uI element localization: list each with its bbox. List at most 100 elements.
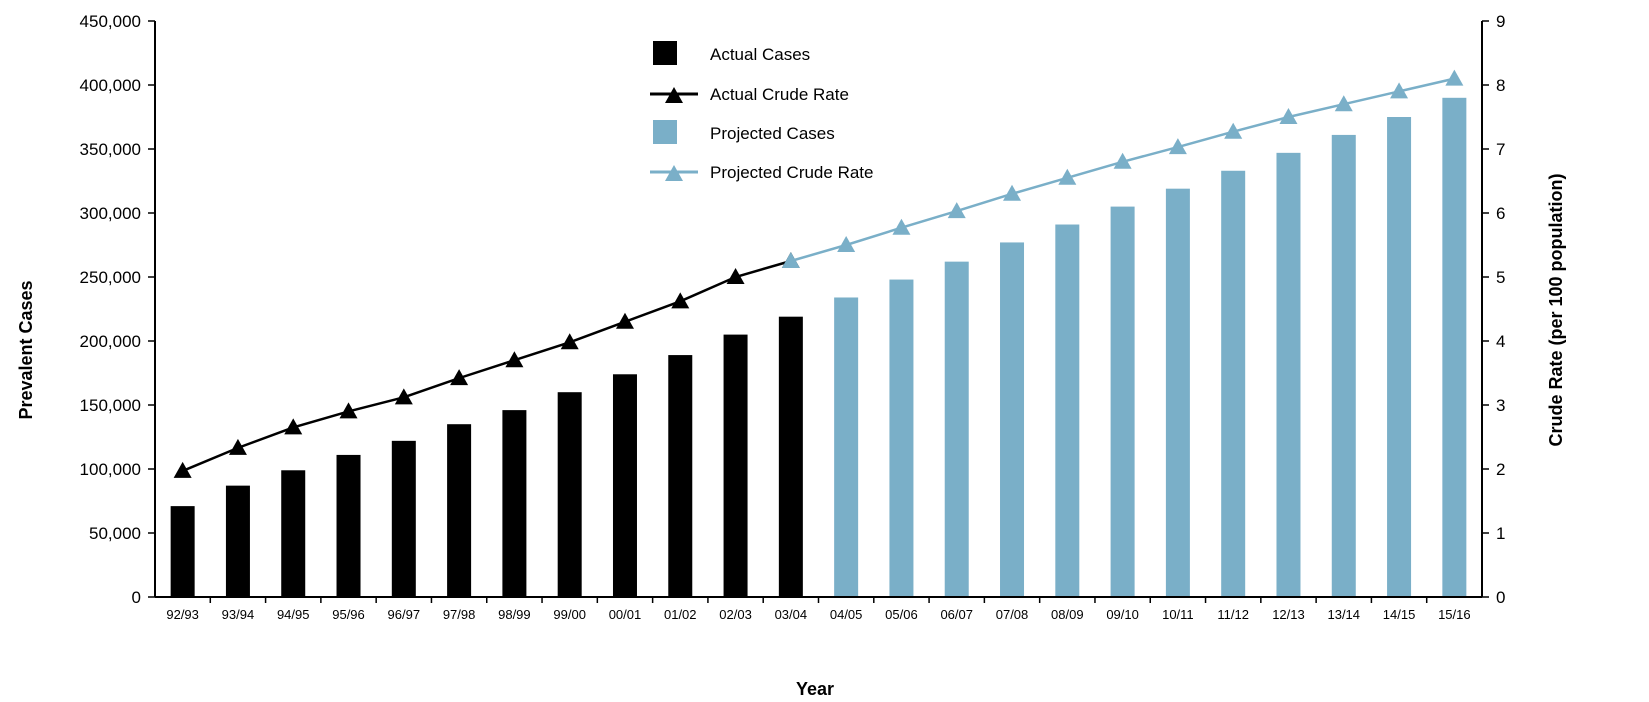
y-left-tick-label: 150,000 [80,396,141,415]
bars-layer [170,97,1467,598]
marker-projected-crude-rate-14-15 [1390,82,1409,99]
y-axis-right-title: Crude Rate (per 100 population) [1546,173,1566,446]
y-right-tick-label: 9 [1496,12,1505,31]
y-left-tick-label: 450,000 [80,12,141,31]
marker-actual-crude-rate-94-95 [284,418,303,435]
x-tick-label: 03/04 [775,607,808,622]
x-tick-label: 07/08 [996,607,1029,622]
marker-projected-crude-rate-09-10 [1113,152,1132,169]
x-tick-label: 92/93 [166,607,199,622]
bar-actual-cases-94-95 [281,470,306,597]
marker-actual-crude-rate-96-97 [394,388,413,405]
y-left-tick-label: 200,000 [80,332,141,351]
marker-projected-crude-rate-07-08 [1003,184,1022,201]
marker-projected-crude-rate-06-07 [947,202,966,219]
marker-projected-crude-rate-15-16 [1445,69,1464,86]
lines-layer [173,69,1464,478]
marker-actual-crude-rate-97-98 [450,369,469,386]
y-left-tick-label: 400,000 [80,76,141,95]
y-right-tick-label: 6 [1496,204,1505,223]
x-tick-label: 15/16 [1438,607,1471,622]
x-tick-label: 06/07 [940,607,973,622]
x-tick-label: 94/95 [277,607,310,622]
y-left-tick-label: 250,000 [80,268,141,287]
y-right-tick-label: 2 [1496,460,1505,479]
legend: Actual Cases Actual Crude Rate Projected… [650,41,873,182]
axes-layer: 0 50,000 100,000 150,000 200,000 250,000 300,0… [80,12,1506,622]
x-tick-label: 00/01 [609,607,642,622]
marker-projected-crude-rate-12-13 [1279,108,1298,124]
marker-projected-crude-rate-05-06 [892,218,911,235]
x-tick-label: 14/15 [1383,607,1416,622]
bar-actual-cases-03-04 [778,316,803,597]
legend-label-projected-cases: Projected Cases [710,124,835,143]
x-tick-label: 12/13 [1272,607,1305,622]
legend-marker-projected-crude-rate [665,165,683,181]
bar-projected-cases-14-15 [1387,117,1412,597]
y-right-tick-label: 5 [1496,268,1505,287]
marker-projected-crude-rate-13-14 [1334,95,1353,112]
bar-actual-cases-93-94 [225,485,250,597]
marker-actual-crude-rate-00-01 [615,312,634,329]
legend-swatch-actual-cases [653,41,677,65]
x-tick-label: 02/03 [719,607,752,622]
legend-marker-actual-crude-rate [665,87,683,103]
marker-projected-crude-rate-08-09 [1058,168,1077,185]
bar-projected-cases-04-05 [834,297,859,597]
x-tick-label: 98/99 [498,607,531,622]
x-tick-label: 04/05 [830,607,863,622]
bar-actual-cases-02-03 [723,334,748,597]
bar-projected-cases-08-09 [1055,224,1080,597]
y-right-tick-label: 3 [1496,396,1505,415]
bar-projected-cases-05-06 [889,279,914,597]
y-left-tick-label: 100,000 [80,460,141,479]
x-tick-label: 01/02 [664,607,697,622]
y-left-tick-label: 300,000 [80,204,141,223]
marker-projected-crude-rate-10-11 [1168,138,1187,155]
x-tick-label: 13/14 [1327,607,1360,622]
legend-label-actual-cases: Actual Cases [710,45,810,64]
y-right-tick-label: 1 [1496,524,1505,543]
x-axis-title: Year [796,679,834,699]
y-right-tick-label: 8 [1496,76,1505,95]
bar-actual-cases-99-00 [557,392,582,597]
marker-projected-crude-rate-04-05 [837,236,856,252]
x-tick-label: 99/00 [553,607,586,622]
y-left-tick-label: 350,000 [80,140,141,159]
bar-actual-cases-98-99 [502,410,527,597]
bar-actual-cases-92-93 [170,506,195,597]
bar-projected-cases-11-12 [1221,170,1246,597]
x-tick-label: 93/94 [222,607,255,622]
bar-actual-cases-00-01 [612,374,637,597]
bar-projected-cases-06-07 [944,261,969,597]
y-right-tick-label: 7 [1496,140,1505,159]
x-tick-label: 95/96 [332,607,365,622]
marker-projected-crude-rate-11-12 [1224,122,1243,139]
marker-actual-crude-rate-01-02 [671,292,690,309]
x-tick-label: 05/06 [885,607,918,622]
bar-actual-cases-01-02 [668,355,693,597]
y-axis-left-title: Prevalent Cases [16,280,36,419]
legend-label-projected-crude-rate: Projected Crude Rate [710,163,873,182]
y-left-tick-label: 50,000 [89,524,141,543]
x-tick-label: 08/09 [1051,607,1084,622]
bar-projected-cases-09-10 [1110,206,1135,597]
x-tick-label: 97/98 [443,607,476,622]
bar-projected-cases-13-14 [1331,134,1356,598]
x-tick-label: 10/11 [1162,607,1194,622]
x-tick-label: 09/10 [1106,607,1139,622]
marker-actual-crude-rate-93-94 [228,438,247,455]
marker-actual-crude-rate-98-99 [505,351,524,368]
x-tick-label: 96/97 [388,607,421,622]
bar-actual-cases-97-98 [447,424,472,597]
marker-actual-crude-rate-95-96 [339,402,358,419]
line-actual-crude-rate [182,259,792,473]
bar-projected-cases-15-16 [1442,97,1467,598]
y-left-tick-label: 0 [132,588,141,607]
marker-projected-crude-rate-03-04 [781,252,800,268]
y-right-tick-label: 4 [1496,332,1505,351]
bar-projected-cases-07-08 [1000,242,1025,597]
bar-projected-cases-10-11 [1165,188,1190,597]
x-tick-label: 11/12 [1217,607,1249,622]
